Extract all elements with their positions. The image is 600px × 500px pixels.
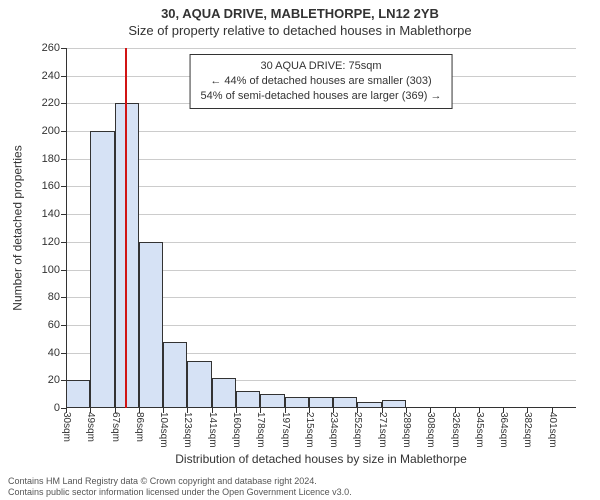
footer-line-1: Contains HM Land Registry data © Crown c…: [8, 476, 592, 487]
footer-attribution: Contains HM Land Registry data © Crown c…: [8, 476, 592, 498]
histogram-bar: [260, 394, 284, 408]
y-tick-label: 120: [42, 236, 60, 248]
x-tick-label: 252sqm: [352, 412, 363, 448]
chart-supertitle: 30, AQUA DRIVE, MABLETHORPE, LN12 2YB: [0, 0, 600, 21]
footer-line-2: Contains public sector information licen…: [8, 487, 592, 498]
info-box-line-2: ← 44% of detached houses are smaller (30…: [201, 74, 442, 89]
y-tick-mark: [61, 131, 66, 132]
histogram-bar: [66, 380, 90, 408]
x-tick-label: 326sqm: [450, 412, 461, 448]
y-tick-label: 0: [54, 402, 60, 414]
y-tick-label: 260: [42, 42, 60, 54]
y-tick-label: 20: [48, 374, 60, 386]
y-tick-mark: [61, 159, 66, 160]
y-tick-label: 220: [42, 97, 60, 109]
y-tick-label: 100: [42, 264, 60, 276]
y-tick-label: 200: [42, 125, 60, 137]
y-tick-mark: [61, 214, 66, 215]
histogram-bar: [236, 391, 260, 408]
info-box: 30 AQUA DRIVE: 75sqm ← 44% of detached h…: [190, 54, 453, 109]
plot-area: 30 AQUA DRIVE: 75sqm ← 44% of detached h…: [66, 48, 576, 408]
histogram-bar: [309, 397, 333, 408]
x-tick-label: 178sqm: [255, 412, 266, 448]
y-tick-mark: [61, 270, 66, 271]
histogram-bar: [90, 131, 114, 408]
y-axis-title: Number of detached properties: [10, 48, 26, 408]
y-tick-mark: [61, 353, 66, 354]
y-tick-label: 140: [42, 208, 60, 220]
histogram-bar: [163, 342, 187, 408]
y-tick-mark: [61, 325, 66, 326]
y-tick-mark: [61, 48, 66, 49]
x-tick-label: 215sqm: [304, 412, 315, 448]
x-tick-label: 234sqm: [328, 412, 339, 448]
histogram-bar: [382, 400, 406, 408]
histogram-bar: [333, 397, 357, 408]
x-tick-label: 160sqm: [231, 412, 242, 448]
x-tick-label: 364sqm: [498, 412, 509, 448]
y-tick-mark: [61, 242, 66, 243]
y-tick-mark: [61, 186, 66, 187]
histogram-bar: [212, 378, 236, 408]
info-box-line-1: 30 AQUA DRIVE: 75sqm: [201, 59, 442, 74]
y-tick-label: 60: [48, 319, 60, 331]
y-tick-label: 160: [42, 180, 60, 192]
property-marker-line: [125, 48, 127, 408]
x-tick-label: 123sqm: [182, 412, 193, 448]
y-tick-mark: [61, 380, 66, 381]
x-tick-label: 49sqm: [85, 412, 96, 442]
y-tick-mark: [61, 297, 66, 298]
y-tick-label: 40: [48, 347, 60, 359]
y-tick-label: 80: [48, 291, 60, 303]
y-tick-label: 240: [42, 70, 60, 82]
x-tick-label: 401sqm: [547, 412, 558, 448]
x-tick-label: 30sqm: [61, 412, 72, 442]
histogram-bar: [285, 397, 309, 408]
histogram-bar: [139, 242, 163, 408]
y-tick-mark: [61, 76, 66, 77]
x-tick-label: 104sqm: [158, 412, 169, 448]
y-tick-label: 180: [42, 153, 60, 165]
info-box-line-3: 54% of semi-detached houses are larger (…: [201, 89, 442, 104]
y-tick-mark: [61, 103, 66, 104]
x-tick-label: 141sqm: [207, 412, 218, 448]
x-tick-label: 197sqm: [280, 412, 291, 448]
x-tick-label: 289sqm: [401, 412, 412, 448]
x-tick-label: 67sqm: [110, 412, 121, 442]
x-tick-label: 345sqm: [474, 412, 485, 448]
x-axis-title: Distribution of detached houses by size …: [66, 452, 576, 466]
x-tick-label: 308sqm: [425, 412, 436, 448]
x-tick-label: 382sqm: [522, 412, 533, 448]
histogram-bar: [187, 361, 211, 408]
chart-subtitle: Size of property relative to detached ho…: [0, 23, 600, 38]
histogram-bar: [357, 402, 381, 408]
x-tick-label: 86sqm: [134, 412, 145, 442]
x-tick-label: 271sqm: [377, 412, 388, 448]
